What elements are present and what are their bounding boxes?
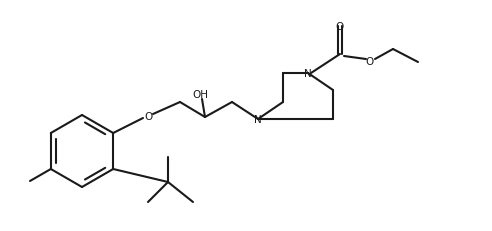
Text: O: O: [144, 112, 152, 122]
Text: OH: OH: [192, 90, 208, 100]
Text: O: O: [336, 22, 344, 32]
Text: N: N: [304, 69, 312, 79]
Text: N: N: [254, 115, 262, 125]
Text: O: O: [366, 57, 374, 67]
